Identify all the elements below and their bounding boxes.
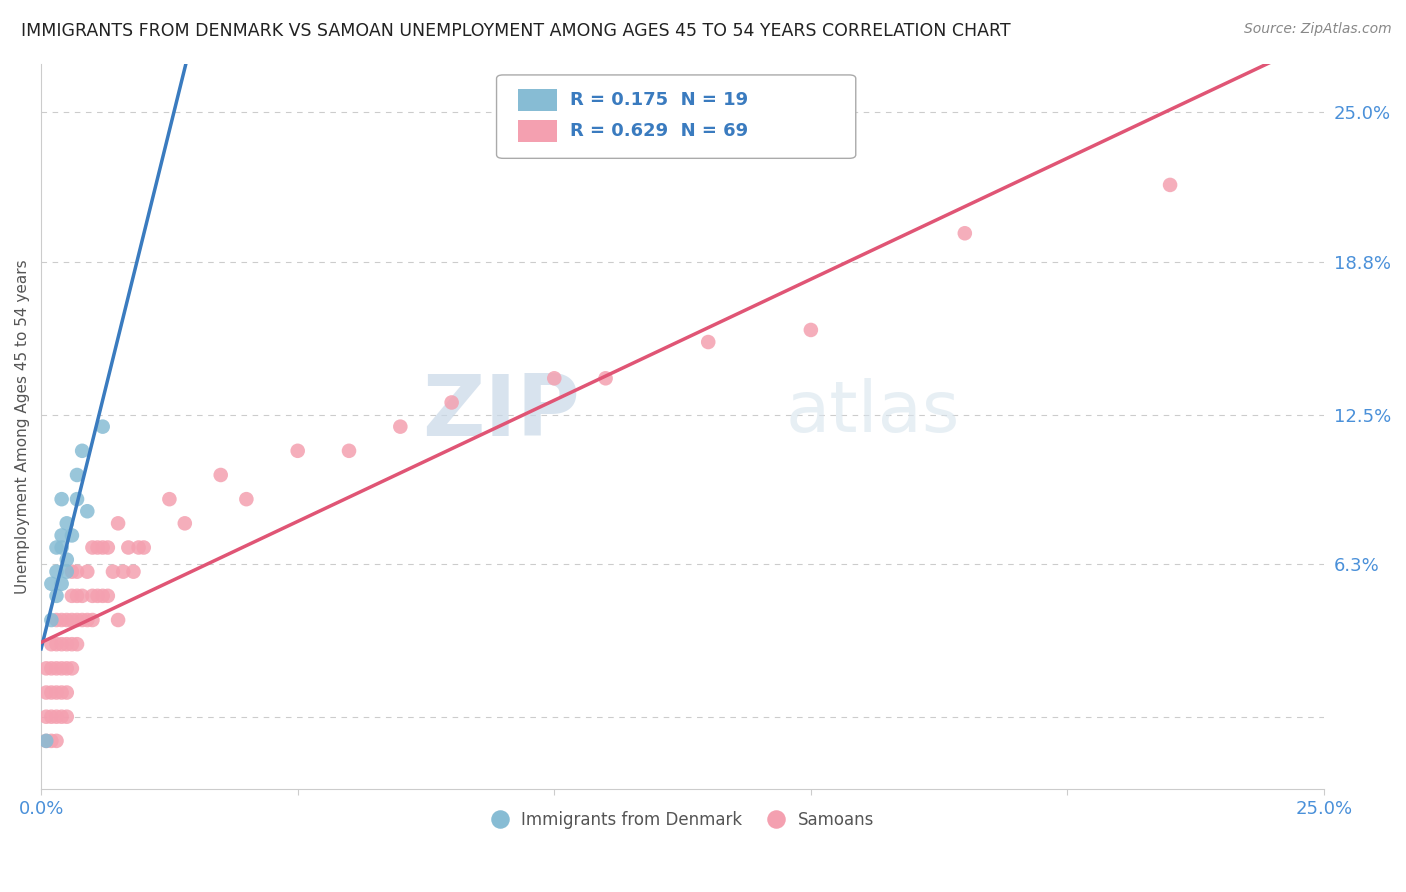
Point xyxy=(595,371,617,385)
Point xyxy=(45,709,67,723)
Point xyxy=(51,528,73,542)
Point xyxy=(543,371,565,385)
Point xyxy=(101,565,124,579)
Y-axis label: Unemployment Among Ages 45 to 54 years: Unemployment Among Ages 45 to 54 years xyxy=(15,260,30,594)
Point xyxy=(76,504,98,518)
Point xyxy=(128,541,150,555)
Point xyxy=(82,589,104,603)
Text: Source: ZipAtlas.com: Source: ZipAtlas.com xyxy=(1244,22,1392,37)
Point xyxy=(45,685,67,699)
Point xyxy=(45,589,67,603)
Point xyxy=(70,443,93,458)
Point xyxy=(41,709,63,723)
Point xyxy=(66,492,89,507)
Point xyxy=(107,613,129,627)
Point xyxy=(97,541,120,555)
Point xyxy=(41,734,63,748)
Point xyxy=(132,541,155,555)
FancyBboxPatch shape xyxy=(496,75,856,159)
Point xyxy=(112,565,135,579)
Point xyxy=(82,613,104,627)
Point xyxy=(41,661,63,675)
Point xyxy=(66,565,89,579)
Point xyxy=(697,334,720,349)
Point xyxy=(70,589,93,603)
Point xyxy=(97,589,120,603)
Point xyxy=(209,467,232,482)
Point xyxy=(117,541,139,555)
Point xyxy=(66,637,89,651)
Point xyxy=(60,637,83,651)
Text: IMMIGRANTS FROM DENMARK VS SAMOAN UNEMPLOYMENT AMONG AGES 45 TO 54 YEARS CORRELA: IMMIGRANTS FROM DENMARK VS SAMOAN UNEMPL… xyxy=(21,22,1011,40)
Point xyxy=(51,613,73,627)
Point xyxy=(35,661,58,675)
Point xyxy=(55,613,77,627)
Point xyxy=(45,637,67,651)
Point xyxy=(55,661,77,675)
Point xyxy=(91,589,114,603)
Legend: Immigrants from Denmark, Samoans: Immigrants from Denmark, Samoans xyxy=(485,804,880,835)
Point xyxy=(86,589,108,603)
Point xyxy=(55,685,77,699)
Point xyxy=(389,419,412,434)
Point xyxy=(60,565,83,579)
Point xyxy=(45,734,67,748)
Point xyxy=(51,709,73,723)
Point xyxy=(51,576,73,591)
Point xyxy=(235,492,257,507)
Point xyxy=(55,637,77,651)
Text: R = 0.629  N = 69: R = 0.629 N = 69 xyxy=(569,122,748,140)
Text: ZIP: ZIP xyxy=(422,371,579,454)
Point xyxy=(45,613,67,627)
Text: R = 0.175  N = 19: R = 0.175 N = 19 xyxy=(569,91,748,110)
Text: atlas: atlas xyxy=(785,377,959,447)
Point xyxy=(41,637,63,651)
FancyBboxPatch shape xyxy=(519,120,557,142)
Point xyxy=(35,709,58,723)
Point xyxy=(337,443,360,458)
Point xyxy=(35,685,58,699)
Point xyxy=(51,541,73,555)
Point xyxy=(122,565,145,579)
Point xyxy=(60,589,83,603)
Point xyxy=(1159,178,1181,192)
Point xyxy=(66,589,89,603)
Point xyxy=(76,613,98,627)
Point xyxy=(66,467,89,482)
Point xyxy=(440,395,463,409)
Point xyxy=(953,227,976,241)
Point xyxy=(60,661,83,675)
Point xyxy=(66,613,89,627)
Point xyxy=(55,565,77,579)
Point xyxy=(51,637,73,651)
Point xyxy=(91,419,114,434)
Point xyxy=(800,323,823,337)
Point xyxy=(173,516,195,531)
Point xyxy=(45,541,67,555)
Point xyxy=(41,613,63,627)
Point xyxy=(86,541,108,555)
Point xyxy=(41,685,63,699)
Point xyxy=(51,661,73,675)
Point xyxy=(70,613,93,627)
FancyBboxPatch shape xyxy=(519,89,557,112)
Point xyxy=(287,443,309,458)
Point xyxy=(55,516,77,531)
Point xyxy=(45,661,67,675)
Point xyxy=(76,565,98,579)
Point xyxy=(60,528,83,542)
Point xyxy=(55,709,77,723)
Point xyxy=(51,685,73,699)
Point xyxy=(41,576,63,591)
Point xyxy=(35,734,58,748)
Point xyxy=(60,613,83,627)
Point xyxy=(51,492,73,507)
Point xyxy=(35,734,58,748)
Point xyxy=(55,552,77,566)
Point xyxy=(82,541,104,555)
Point xyxy=(45,565,67,579)
Point xyxy=(91,541,114,555)
Point xyxy=(107,516,129,531)
Point xyxy=(157,492,180,507)
